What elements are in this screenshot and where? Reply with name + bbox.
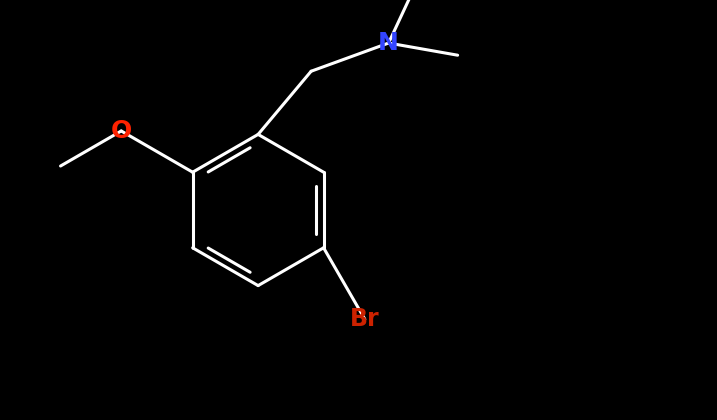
Text: O: O (110, 119, 132, 143)
Text: Br: Br (350, 307, 379, 331)
Text: N: N (378, 31, 399, 55)
